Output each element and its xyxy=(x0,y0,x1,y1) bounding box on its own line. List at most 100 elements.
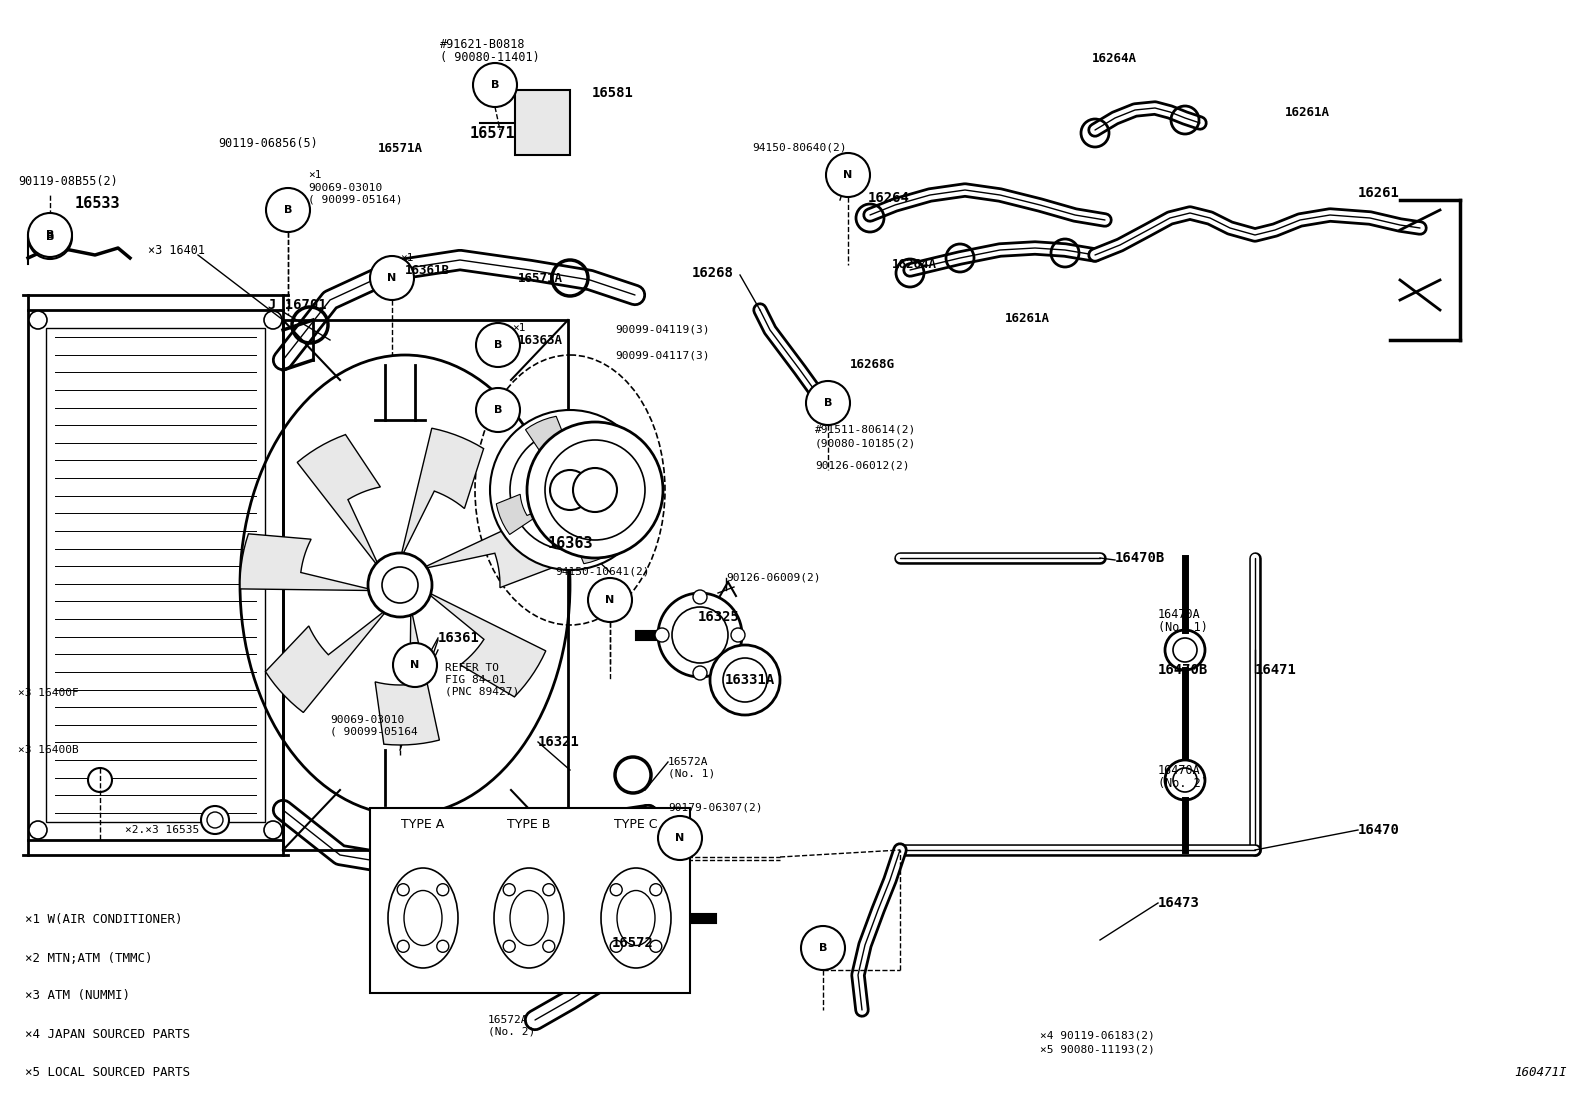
Text: 90126-06012(2): 90126-06012(2) xyxy=(815,460,909,470)
Circle shape xyxy=(527,422,662,558)
Text: 16470B: 16470B xyxy=(1157,663,1208,677)
Ellipse shape xyxy=(602,868,670,968)
Text: 16264A: 16264A xyxy=(1092,52,1137,65)
Text: 90119-08B55(2): 90119-08B55(2) xyxy=(18,176,118,189)
Circle shape xyxy=(473,63,517,107)
Circle shape xyxy=(654,628,669,642)
Polygon shape xyxy=(525,417,565,477)
Circle shape xyxy=(368,553,431,617)
Text: ×2 MTN;ATM (TMMC): ×2 MTN;ATM (TMMC) xyxy=(25,952,153,965)
Text: 90069-03010: 90069-03010 xyxy=(330,715,404,725)
Text: 16571: 16571 xyxy=(470,125,516,141)
Text: 16470A: 16470A xyxy=(1157,609,1200,622)
Polygon shape xyxy=(575,502,615,564)
Text: (No. 1): (No. 1) xyxy=(1157,622,1208,634)
Text: (No. 2): (No. 2) xyxy=(489,1026,535,1037)
Text: (No. 1): (No. 1) xyxy=(669,769,715,779)
Text: ×3 16400B: ×3 16400B xyxy=(18,745,78,755)
Text: 16268G: 16268G xyxy=(850,358,895,371)
Text: 16268: 16268 xyxy=(693,266,734,280)
Polygon shape xyxy=(425,590,546,697)
Text: TYPE C: TYPE C xyxy=(615,819,657,832)
Text: 16264A: 16264A xyxy=(892,258,938,271)
Polygon shape xyxy=(298,434,380,569)
Circle shape xyxy=(264,821,282,839)
Circle shape xyxy=(710,645,780,715)
Circle shape xyxy=(41,214,57,230)
Text: 16533: 16533 xyxy=(75,197,121,211)
Text: 16261A: 16261A xyxy=(1285,107,1329,120)
Circle shape xyxy=(573,468,618,512)
Text: ( 90099-05164: ( 90099-05164 xyxy=(330,728,417,737)
Text: 94150-80640(2): 94150-80640(2) xyxy=(751,143,847,153)
Circle shape xyxy=(806,381,850,425)
Text: ×1: ×1 xyxy=(400,253,414,263)
Text: 160471I: 160471I xyxy=(1514,1066,1567,1079)
Circle shape xyxy=(801,926,845,970)
Text: ×1 W(AIR CONDITIONER): ×1 W(AIR CONDITIONER) xyxy=(25,913,183,926)
Ellipse shape xyxy=(388,868,458,968)
Circle shape xyxy=(610,941,622,953)
Circle shape xyxy=(657,593,742,677)
Circle shape xyxy=(396,941,409,953)
Circle shape xyxy=(549,470,591,510)
Bar xyxy=(369,808,689,993)
Circle shape xyxy=(393,643,436,687)
Text: 94150-10641(2): 94150-10641(2) xyxy=(556,567,650,577)
Ellipse shape xyxy=(494,868,564,968)
Text: ×1: ×1 xyxy=(307,170,322,180)
Text: 16325: 16325 xyxy=(697,610,740,624)
Circle shape xyxy=(476,388,521,432)
Bar xyxy=(514,90,570,155)
Text: #91621-B0818: #91621-B0818 xyxy=(439,38,525,52)
Circle shape xyxy=(731,628,745,642)
Text: ×3 ATM (NUMMI): ×3 ATM (NUMMI) xyxy=(25,989,131,1002)
Circle shape xyxy=(264,311,282,329)
Circle shape xyxy=(490,410,650,570)
Text: 16261: 16261 xyxy=(1358,186,1399,200)
Text: 90179-06307(2): 90179-06307(2) xyxy=(669,803,763,813)
Text: 16363: 16363 xyxy=(548,535,594,551)
Polygon shape xyxy=(420,512,559,588)
Text: 16470: 16470 xyxy=(1358,823,1399,837)
Circle shape xyxy=(650,941,662,953)
Text: 16572: 16572 xyxy=(611,936,654,950)
Text: N: N xyxy=(675,833,685,843)
Text: N: N xyxy=(605,595,615,606)
Text: ×2.×3 16535: ×2.×3 16535 xyxy=(126,825,199,835)
Polygon shape xyxy=(376,608,439,745)
Text: 16470B: 16470B xyxy=(1114,551,1165,565)
Circle shape xyxy=(543,884,554,896)
Text: 16264: 16264 xyxy=(868,191,911,206)
Circle shape xyxy=(201,806,229,834)
Circle shape xyxy=(29,215,72,259)
Circle shape xyxy=(1165,630,1205,670)
Text: 16571A: 16571A xyxy=(377,142,423,155)
Text: (90080-10185(2): (90080-10185(2) xyxy=(815,439,917,448)
Text: B: B xyxy=(494,340,501,349)
Circle shape xyxy=(88,768,111,792)
Text: ( 90099-05164): ( 90099-05164) xyxy=(307,195,403,206)
Circle shape xyxy=(369,256,414,300)
Text: B: B xyxy=(283,206,293,215)
Polygon shape xyxy=(497,495,557,534)
Text: (No. 2): (No. 2) xyxy=(1157,777,1208,789)
Circle shape xyxy=(29,311,48,329)
Ellipse shape xyxy=(618,890,654,945)
Text: B: B xyxy=(818,943,828,953)
Text: ×5 90080-11193(2): ×5 90080-11193(2) xyxy=(1040,1045,1154,1055)
Circle shape xyxy=(436,941,449,953)
Circle shape xyxy=(650,884,662,896)
Text: B: B xyxy=(494,406,501,415)
Circle shape xyxy=(657,815,702,861)
Text: 16470A: 16470A xyxy=(1157,764,1200,777)
Circle shape xyxy=(543,941,554,953)
Text: ×1: ×1 xyxy=(513,323,525,333)
Text: 16581: 16581 xyxy=(592,86,634,100)
Circle shape xyxy=(436,884,449,896)
Circle shape xyxy=(29,821,48,839)
Text: B: B xyxy=(46,232,54,242)
Text: 16261A: 16261A xyxy=(1005,311,1051,324)
Text: N: N xyxy=(411,660,420,670)
Text: 90099-04117(3): 90099-04117(3) xyxy=(615,349,710,360)
